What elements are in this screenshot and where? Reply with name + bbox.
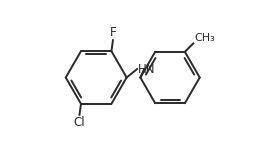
Text: HN: HN [138,63,155,76]
Text: Cl: Cl [74,116,85,129]
Text: CH₃: CH₃ [194,33,215,43]
Text: F: F [110,26,116,39]
